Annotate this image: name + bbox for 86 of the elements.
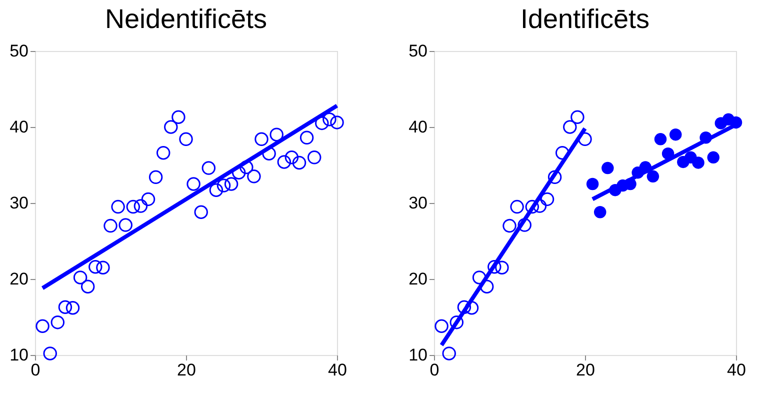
point [270,128,284,142]
chart-title: Neidentificēts [104,4,268,34]
point [480,280,494,294]
y-tick-label: 40 [408,118,428,136]
point [284,150,299,164]
y-tick-label: 40 [10,118,28,136]
point [50,315,65,330]
point [247,170,261,184]
point [209,183,224,197]
point [502,218,516,233]
x-tick-label: 20 [177,360,196,380]
point [111,200,125,214]
x-tick-label: 40 [328,360,347,380]
point [134,199,148,213]
point [518,218,532,232]
x-tick-label: 0 [30,360,40,380]
x-tick-label: 0 [430,360,440,380]
point [488,260,502,274]
y-tick-label: 30 [408,194,428,212]
point [36,319,50,333]
point [315,116,329,130]
point [495,260,509,274]
point [73,270,88,284]
point [96,260,110,274]
point [43,346,57,360]
point [254,132,268,146]
x-tick-label: 40 [727,360,746,380]
point [330,116,344,130]
point [179,132,193,146]
point [707,151,720,164]
y-tick-label: 30 [10,194,28,212]
point [669,128,682,141]
point [216,178,231,192]
point [654,133,667,146]
point [164,120,178,134]
point [262,146,276,160]
y-tick-label: 50 [408,42,428,60]
point [232,166,246,180]
y-tick-label: 10 [10,346,28,364]
point [646,170,660,183]
point [540,192,554,206]
point [66,301,80,315]
point [88,260,102,274]
point [464,301,479,315]
point [442,346,456,360]
point [692,156,704,169]
point [450,315,464,330]
point [172,110,186,124]
point [118,218,132,232]
point [202,161,216,175]
point [457,300,472,314]
point [80,280,95,294]
point [322,112,336,126]
point [532,199,547,213]
point [570,110,584,124]
point [58,300,72,314]
point [186,177,200,191]
x-tick-label: 20 [576,360,595,380]
y-tick-label: 20 [10,270,28,288]
chart-title: Identificēts [520,4,650,34]
point [148,170,163,184]
point [563,120,577,134]
point [555,146,570,160]
y-tick-label: 20 [408,270,428,288]
point [224,177,238,191]
point [194,205,208,219]
point [141,192,156,206]
point [594,206,606,218]
point [525,200,540,214]
point [548,170,562,184]
y-tick-label: 10 [408,346,428,364]
point [300,130,314,144]
point [578,132,592,146]
y-tick-label: 50 [10,42,28,60]
point [586,178,599,190]
point [292,156,306,170]
point [104,218,118,233]
point [307,150,322,164]
point [472,270,486,284]
point [434,319,448,333]
point [277,155,292,169]
point [156,146,170,160]
point [602,162,614,174]
point [240,160,254,174]
point [510,200,524,214]
point [126,200,140,214]
